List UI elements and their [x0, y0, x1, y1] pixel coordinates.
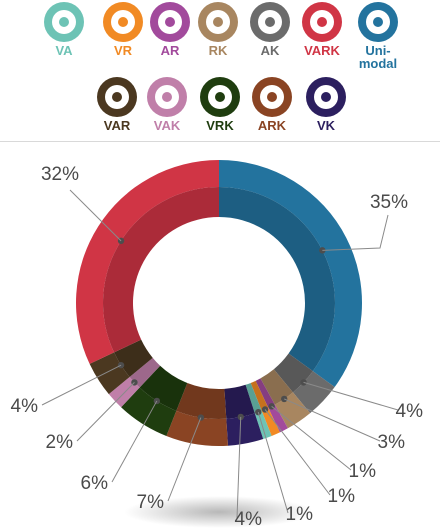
leader-line: [264, 409, 331, 496]
legend-item: RK: [192, 2, 244, 57]
legend-label: AK: [260, 43, 280, 58]
legend-item: VR: [97, 2, 149, 57]
legend-item: VK: [300, 77, 352, 132]
legend-label: VR: [113, 43, 133, 58]
legend-label: VRK: [206, 118, 234, 133]
slice-inner: [176, 382, 227, 419]
legend-swatch-icon: [200, 77, 240, 117]
legend-swatch-icon: [103, 2, 143, 42]
legend-swatch-icon: [306, 77, 346, 117]
donut-chart: 35%4%3%1%1%1%4%7%6%2%4%32%: [11, 160, 424, 530]
slice-inner: [255, 378, 275, 408]
slice-outer: [226, 413, 264, 446]
label-group: 35%4%3%1%1%1%4%7%6%2%4%32%: [11, 164, 424, 530]
slice-inner: [219, 187, 335, 372]
data-label: 3%: [378, 432, 406, 453]
slice-marker: [255, 408, 262, 416]
data-label: 1%: [328, 486, 356, 507]
slice-inner: [245, 382, 262, 414]
data-label: 35%: [370, 192, 408, 213]
slice-inner: [114, 339, 153, 377]
legend-swatch-icon: [250, 2, 290, 42]
legend-label: VAK: [153, 118, 181, 133]
leader-line: [284, 398, 381, 442]
slice-inner: [224, 384, 255, 419]
legend-item: VRK: [194, 77, 246, 132]
legend-swatch-icon: [147, 77, 187, 117]
legend-label: RK: [208, 43, 228, 58]
legend-swatch-icon: [44, 2, 84, 42]
slice-outer: [121, 387, 177, 436]
slice-marker: [117, 361, 125, 369]
leader-line: [236, 416, 242, 519]
data-label: 4%: [396, 401, 424, 422]
legend-label: AR: [160, 43, 180, 58]
leader-line: [167, 417, 202, 502]
leader-line: [322, 214, 389, 251]
legend-swatch-icon: [150, 2, 190, 42]
leader-line: [41, 364, 122, 406]
slice-outer: [261, 407, 280, 436]
legend-label: Uni-modal: [358, 43, 398, 71]
leader-line: [111, 400, 158, 483]
legend-item: VA: [38, 2, 90, 57]
data-label: 4%: [11, 396, 39, 417]
legend-swatch-icon: [252, 77, 292, 117]
legend-swatch-icon: [358, 2, 398, 42]
legend-swatch-icon: [302, 2, 342, 42]
leader-group: [41, 189, 399, 519]
leader-line: [69, 189, 122, 242]
legend-swatch-icon: [97, 77, 137, 117]
slice-outer: [292, 371, 335, 414]
legend-item: VARK: [296, 2, 348, 57]
slice-inner: [139, 365, 188, 411]
legend-item: AR: [144, 2, 196, 57]
legend-label: VA: [55, 43, 73, 58]
slice-outer: [166, 410, 228, 446]
slice-group: [76, 160, 362, 446]
slice-outer: [268, 404, 288, 433]
legend-item: Uni-modal: [352, 2, 404, 70]
data-label: 6%: [81, 473, 109, 494]
legend-swatch-icon: [198, 2, 238, 42]
slice-inner: [102, 187, 219, 353]
legend-label: ARK: [257, 118, 287, 133]
data-label: 1%: [349, 461, 377, 482]
data-label: 32%: [41, 164, 79, 185]
legend-label: VAR: [103, 118, 131, 133]
data-label: 2%: [46, 432, 74, 453]
slice-outer: [254, 410, 272, 440]
legend-item: VAK: [141, 77, 193, 132]
chart-legend: VA VR AR RK AK VARK Uni-modal VAR VAK VRK ARK VK: [0, 0, 440, 140]
legend-item: VAR: [91, 77, 143, 132]
slice-outer: [219, 160, 362, 388]
divider: [0, 141, 440, 142]
legend-item: AK: [244, 2, 296, 57]
leader-line: [257, 412, 289, 514]
chart-shadow: [124, 496, 314, 528]
leader-line: [76, 382, 135, 442]
slice-inner: [250, 380, 269, 411]
legend-label: VK: [316, 118, 336, 133]
leader-line: [303, 381, 399, 411]
data-label: 4%: [235, 509, 263, 530]
data-label: 1%: [286, 504, 314, 525]
slice-outer: [76, 160, 219, 364]
legend-item: ARK: [246, 77, 298, 132]
data-label: 7%: [137, 492, 165, 513]
slice-marker: [319, 247, 326, 254]
legend-label: VARK: [304, 43, 340, 58]
leader-line: [271, 405, 352, 471]
slice-inner: [129, 357, 161, 388]
